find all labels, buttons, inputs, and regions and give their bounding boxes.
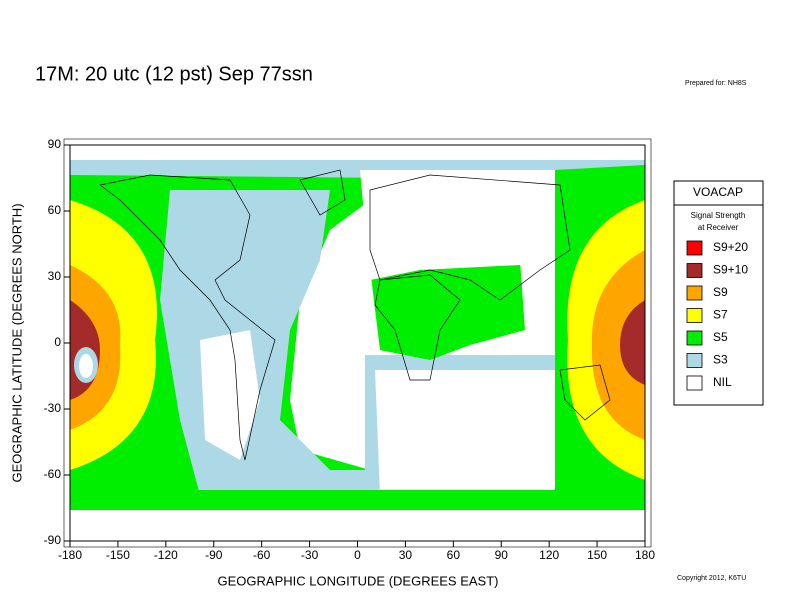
legend-label: NIL [713, 375, 732, 389]
y-axis-label: GEOGRAPHIC LATITUDE (DEGREES NORTH) [9, 203, 24, 482]
legend-label: S9 [713, 285, 728, 299]
y-tick-label: -90 [44, 533, 62, 547]
y-tick-label: 60 [48, 203, 62, 217]
x-tick-label: -60 [253, 548, 271, 562]
nil-antarctic [70, 510, 645, 541]
legend-label: S9+20 [713, 240, 748, 254]
x-tick-label: -150 [106, 548, 130, 562]
legend-subtitle: at Receiver [698, 223, 739, 232]
y-tick-label: -30 [44, 401, 62, 415]
x-tick-label: 120 [539, 548, 559, 562]
legend-label: S5 [713, 330, 728, 344]
x-tick-label: -180 [58, 548, 82, 562]
s9-east [591, 250, 645, 440]
x-tick-label: 150 [587, 548, 607, 562]
title: 17M: 20 utc (12 pst) Sep 77ssn [35, 63, 313, 85]
y-tick-label: 90 [48, 137, 62, 151]
legend-swatch [686, 375, 703, 391]
nil-eurasia [360, 170, 600, 280]
legend-title: VOACAP [693, 185, 743, 199]
legend-label: S7 [713, 308, 728, 322]
prepared-note: Prepared for: NH8S [685, 80, 747, 87]
legend-swatch [686, 330, 703, 346]
nil-south-pacific [200, 330, 260, 460]
x-tick-label: 60 [447, 548, 461, 562]
legend-swatch [686, 285, 703, 301]
x-tick-label: -30 [301, 548, 319, 562]
nil-indian-ocean [375, 370, 590, 495]
x-tick-label: 90 [495, 548, 509, 562]
legend-label: S9+10 [713, 263, 748, 277]
coastlines [99, 169, 611, 461]
x-tick-label: 180 [635, 548, 655, 562]
x-tick-label: 0 [354, 548, 361, 562]
y-tick-label: -60 [44, 467, 62, 481]
s5-africa-asia [370, 260, 525, 360]
legend-swatch [686, 263, 703, 278]
nil-hole [79, 354, 93, 378]
legend-subtitle: Signal Strength [691, 211, 746, 220]
coverage-map [63, 138, 652, 548]
x-axis-label: GEOGRAPHIC LONGITUDE (DEGREES EAST) [218, 573, 499, 588]
legend-label: S3 [713, 353, 728, 367]
x-tick-label: -90 [205, 548, 223, 562]
legend-swatch [686, 308, 703, 323]
legend-swatch [686, 240, 703, 256]
x-tick-label: 30 [399, 548, 413, 562]
nil-south-atlantic [300, 380, 360, 450]
y-tick-label: 0 [54, 335, 61, 349]
legend-swatch [686, 353, 703, 368]
x-tick-label: -120 [154, 548, 178, 562]
copyright: Copyright 2012, K6TU [677, 575, 746, 582]
s9p10-east [620, 300, 645, 385]
y-tick-label: 30 [48, 269, 62, 283]
